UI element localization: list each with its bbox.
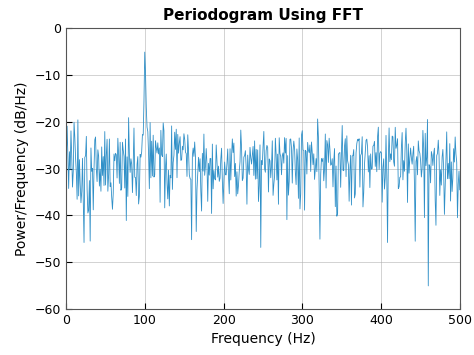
Y-axis label: Power/Frequency (dB/Hz): Power/Frequency (dB/Hz) (16, 81, 29, 256)
X-axis label: Frequency (Hz): Frequency (Hz) (211, 332, 315, 346)
Title: Periodogram Using FFT: Periodogram Using FFT (163, 8, 363, 23)
